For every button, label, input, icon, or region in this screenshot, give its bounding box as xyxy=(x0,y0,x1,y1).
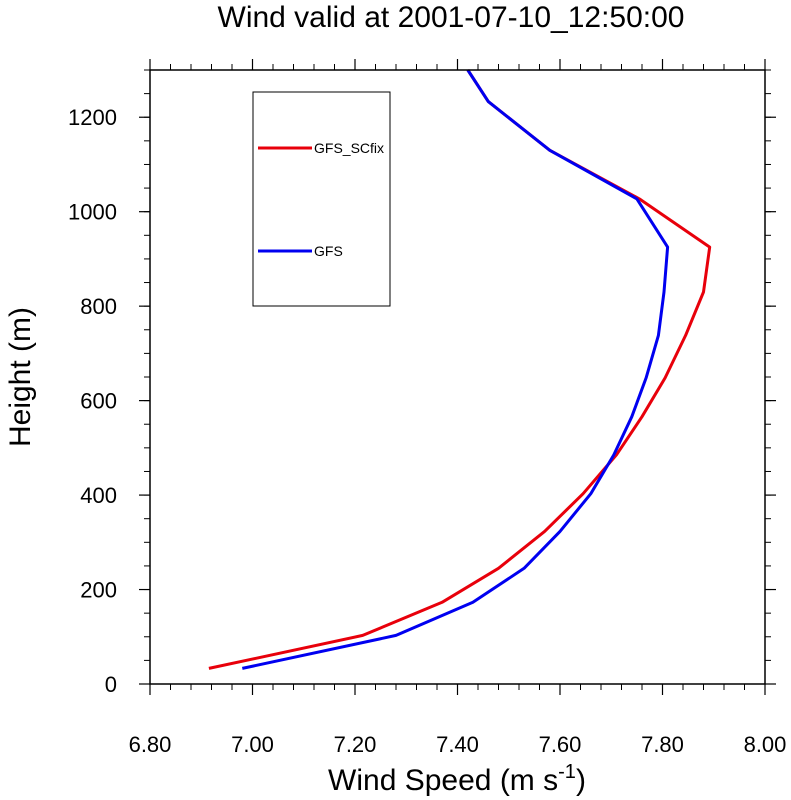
x-tick-label: 7.40 xyxy=(436,732,479,757)
y-tick-label: 1000 xyxy=(68,200,117,225)
x-tick-label: 7.20 xyxy=(334,732,377,757)
x-axis-label: Wind Speed (m s-1) xyxy=(328,761,586,797)
x-tick-label: 6.80 xyxy=(129,732,172,757)
x-tick-label: 7.60 xyxy=(539,732,582,757)
chart-title: Wind valid at 2001-07-10_12:50:00 xyxy=(218,1,685,34)
tick-layer xyxy=(139,59,776,695)
legend: GFS_SCfix GFS xyxy=(252,91,391,307)
y-tick-label: 1200 xyxy=(68,105,117,130)
plot-area: GFS_SCfix GFS xyxy=(139,59,776,695)
legend-box xyxy=(252,91,391,307)
series-layer xyxy=(208,69,712,670)
plot-frame xyxy=(149,69,766,685)
y-axis-label: Height (m) xyxy=(4,307,37,447)
y-tick-label: 200 xyxy=(80,578,117,603)
y-tick-labels: 0 200 400 600 800 1000 1200 xyxy=(68,105,117,697)
x-tick-label: 7.80 xyxy=(641,732,684,757)
legend-label-gfs-scfix: GFS_SCfix xyxy=(314,140,384,156)
x-tick-labels: 6.80 7.00 7.20 7.40 7.60 7.80 8.00 xyxy=(129,732,787,757)
y-tick-label: 600 xyxy=(80,389,117,414)
y-tick-label: 800 xyxy=(80,294,117,319)
series-line-gfs xyxy=(241,69,670,670)
y-tick-label: 400 xyxy=(80,483,117,508)
x-tick-label: 8.00 xyxy=(744,732,787,757)
x-tick-label: 7.00 xyxy=(231,732,274,757)
legend-label-gfs: GFS xyxy=(314,243,343,259)
y-tick-label: 0 xyxy=(105,672,117,697)
